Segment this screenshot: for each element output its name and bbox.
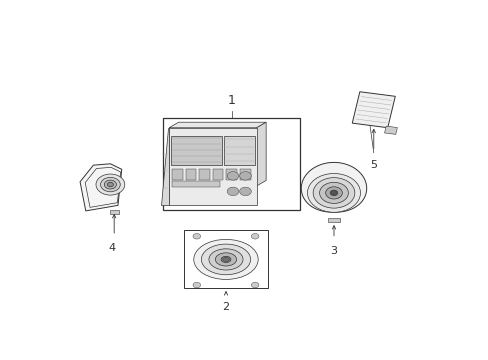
Circle shape [227, 187, 238, 195]
Ellipse shape [215, 253, 236, 266]
Bar [163, 118, 299, 210]
Circle shape [193, 282, 200, 288]
Polygon shape [384, 126, 397, 134]
Bar [109, 210, 119, 214]
Polygon shape [169, 122, 265, 128]
Polygon shape [351, 92, 394, 128]
Circle shape [96, 174, 124, 195]
Circle shape [104, 180, 116, 189]
Circle shape [251, 234, 259, 239]
Ellipse shape [221, 256, 230, 262]
Ellipse shape [201, 244, 250, 275]
Bar [199, 169, 209, 180]
Bar [172, 169, 182, 180]
Circle shape [193, 234, 200, 239]
Bar [212, 169, 223, 180]
Text: 2: 2 [222, 302, 229, 312]
Circle shape [307, 174, 360, 212]
Polygon shape [301, 162, 366, 212]
Circle shape [312, 177, 354, 208]
Polygon shape [80, 164, 122, 211]
Text: 1: 1 [227, 94, 235, 107]
Circle shape [101, 177, 120, 192]
Circle shape [325, 187, 342, 199]
Text: 3: 3 [330, 246, 337, 256]
Bar [223, 135, 254, 165]
Bar [185, 169, 196, 180]
Circle shape [239, 187, 251, 195]
Bar [171, 135, 222, 165]
Bar [172, 181, 220, 187]
Bar [327, 218, 339, 222]
Ellipse shape [193, 239, 258, 279]
Bar [226, 169, 237, 180]
Ellipse shape [208, 249, 243, 270]
Circle shape [251, 282, 259, 288]
Polygon shape [161, 128, 169, 205]
Polygon shape [256, 122, 265, 186]
Bar [169, 128, 256, 205]
Text: 4: 4 [108, 243, 116, 253]
Circle shape [107, 183, 113, 187]
Bar [240, 169, 250, 180]
Circle shape [319, 183, 347, 203]
Circle shape [239, 172, 251, 180]
Circle shape [330, 191, 336, 195]
Text: 5: 5 [369, 159, 377, 170]
Bar [184, 230, 267, 288]
Ellipse shape [222, 257, 229, 261]
Circle shape [329, 190, 337, 195]
Circle shape [227, 172, 238, 180]
